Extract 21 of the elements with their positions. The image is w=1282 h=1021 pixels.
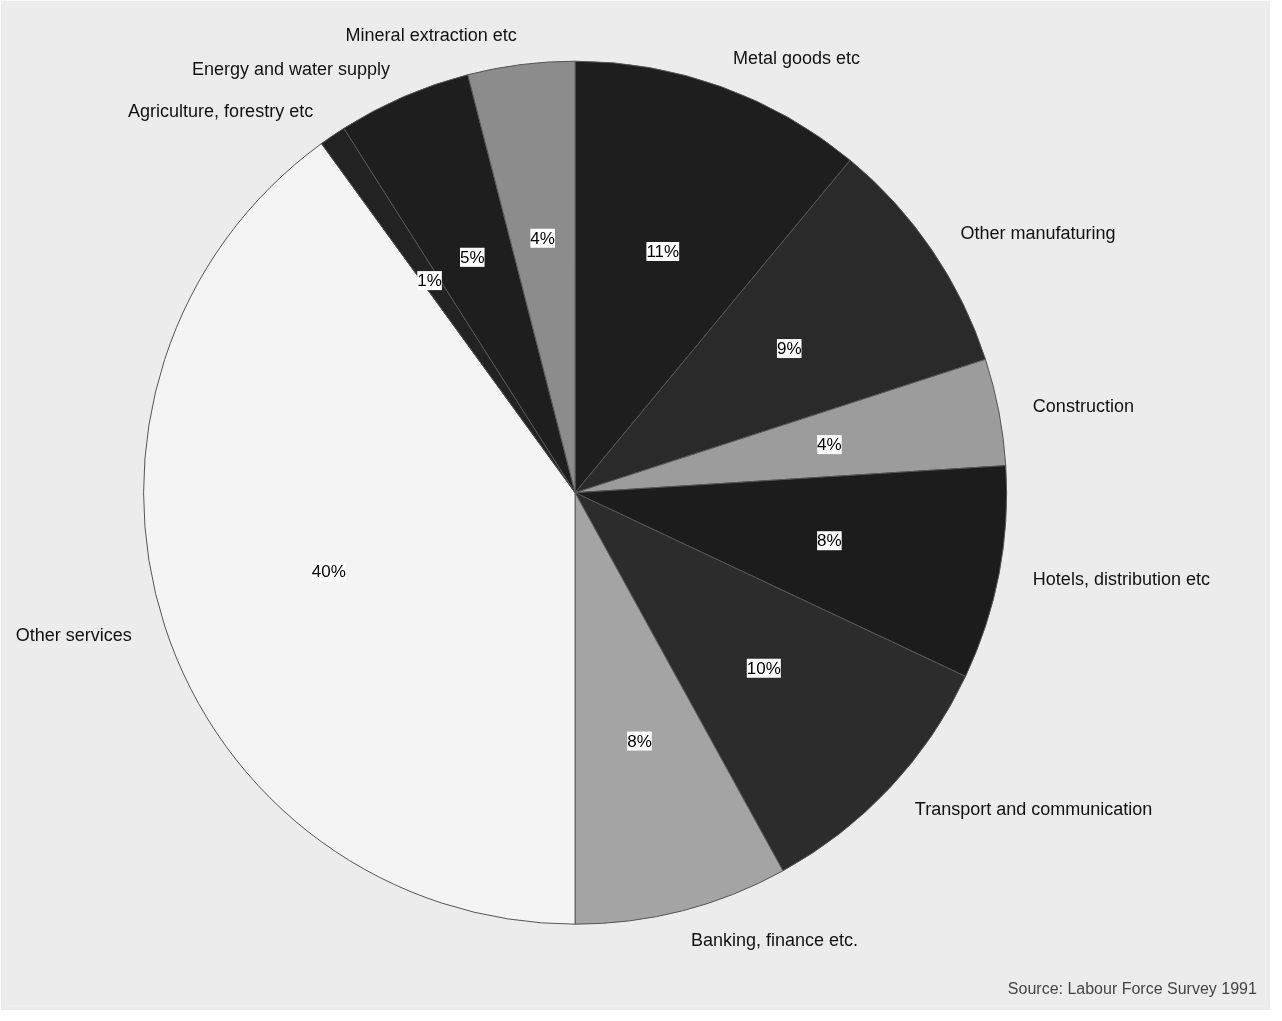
- data-label: 40%: [311, 562, 346, 582]
- data-label: 5%: [459, 247, 485, 267]
- slice-label: Energy and water supply: [191, 59, 391, 80]
- data-label: 9%: [776, 339, 802, 359]
- data-label: 1%: [417, 271, 442, 291]
- slice-label: Agriculture, forestry etc: [128, 100, 314, 121]
- data-label: 4%: [530, 228, 555, 248]
- slice-label: Hotels, distribution etc: [1032, 569, 1210, 590]
- source-note: Source: Labour Force Survey 1991: [1007, 979, 1257, 997]
- slice-label: Metal goods etc: [732, 48, 861, 69]
- data-label: 8%: [817, 531, 842, 551]
- slice-label: Other services: [15, 625, 132, 646]
- slice-label: Transport and communication: [914, 798, 1153, 819]
- data-label: 8%: [627, 731, 652, 751]
- data-label: 11%: [646, 241, 680, 261]
- data-label: 10%: [746, 658, 781, 678]
- data-label: 4%: [817, 435, 842, 455]
- slice-label: Banking, finance etc.: [690, 929, 859, 950]
- slice-label: Construction: [1032, 396, 1134, 417]
- slice-label: Mineral extraction etc: [345, 24, 517, 45]
- slice-label: Other manufaturing: [960, 223, 1116, 244]
